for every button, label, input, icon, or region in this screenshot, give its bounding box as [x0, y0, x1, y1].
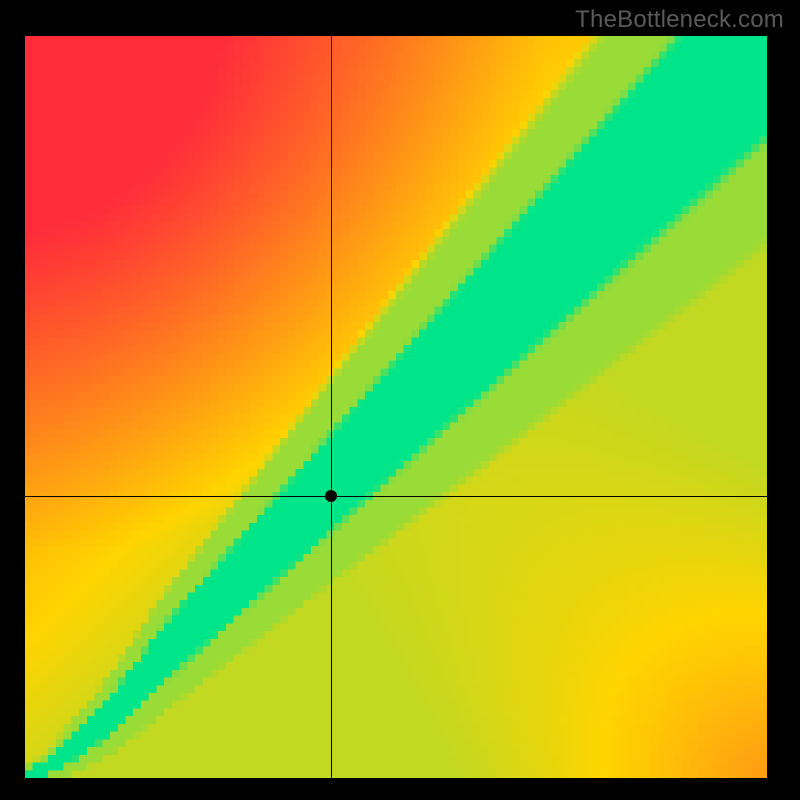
plot-frame [25, 36, 767, 778]
watermark-text: TheBottleneck.com [575, 6, 784, 34]
figure-container: TheBottleneck.com [0, 0, 800, 800]
crosshair-horizontal [25, 496, 767, 497]
heatmap-canvas [25, 36, 767, 778]
crosshair-vertical [331, 36, 332, 778]
